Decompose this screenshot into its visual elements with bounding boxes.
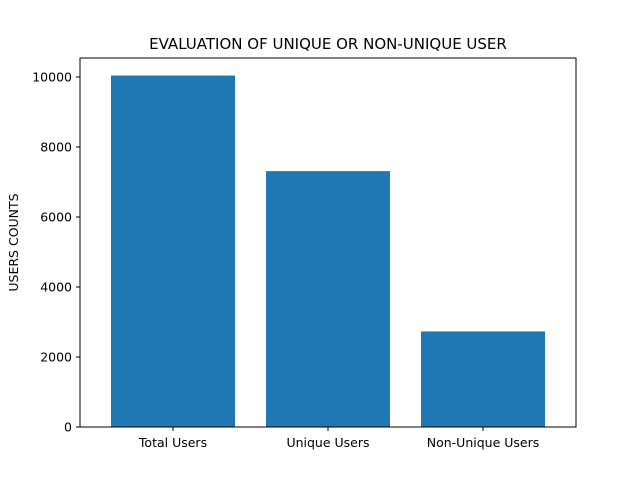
x-tick-label: Total Users xyxy=(138,435,207,450)
x-tick-label: Non-Unique Users xyxy=(427,435,540,450)
y-axis-label: USERS COUNTS xyxy=(6,193,21,291)
x-tick-label: Unique Users xyxy=(286,435,369,450)
bar-non-unique-users xyxy=(421,331,545,427)
y-tick-label: 0 xyxy=(64,420,72,435)
bar-total-users xyxy=(111,75,235,428)
bars-layer xyxy=(111,75,545,428)
y-tick-label: 8000 xyxy=(40,139,72,154)
y-axis-ticks: 0 2000 4000 6000 8000 10000 xyxy=(32,69,80,435)
y-tick-label: 10000 xyxy=(32,69,72,84)
y-tick-label: 2000 xyxy=(40,349,72,364)
y-tick-label: 4000 xyxy=(40,279,72,294)
x-axis-ticks: Total Users Unique Users Non-Unique Users xyxy=(138,427,539,450)
chart-title: EVALUATION OF UNIQUE OR NON-UNIQUE USER xyxy=(149,35,507,53)
y-tick-label: 6000 xyxy=(40,209,72,224)
bar-unique-users xyxy=(266,171,390,427)
